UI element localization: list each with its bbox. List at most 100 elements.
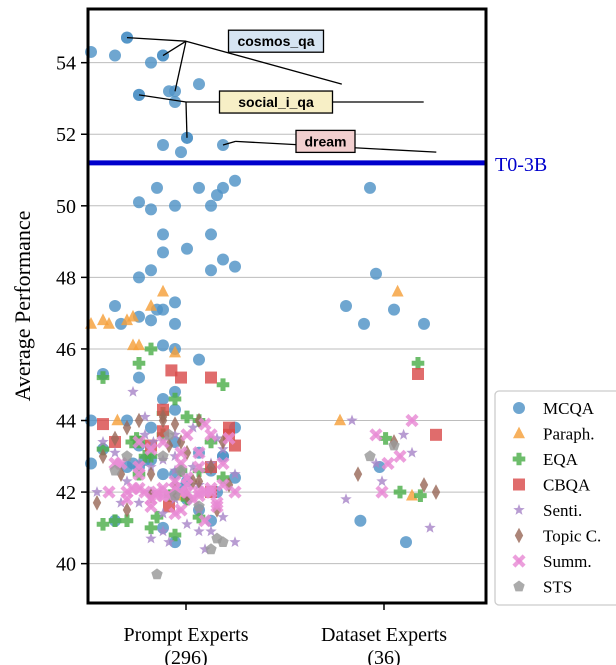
point-summ [174,456,188,471]
point-senti [133,496,145,508]
point-senti [340,493,352,505]
point-summ [204,485,218,499]
point-eqa [379,432,392,445]
point-eqa [144,342,158,356]
point-cbqa [223,421,235,434]
point-summ [144,442,158,456]
point-summ [192,485,206,499]
x-tick-count: (296) [164,647,207,665]
point-mcqa [145,56,157,69]
legend-marker-eqa [512,452,526,466]
point-eqa [168,528,182,542]
point-mcqa [193,78,205,91]
point-mcqa [157,246,169,259]
annotation-box [227,29,325,53]
annotation-label: cosmos_qa [237,33,314,49]
legend-label-senti: Senti. [543,501,582,520]
point-senti [127,385,139,397]
point-senti [169,450,181,462]
point-summ [174,446,188,460]
point-mcqa [157,468,169,481]
x-tick-label: Dataset Experts [321,624,447,646]
point-mcqa [157,393,169,406]
point-senti [346,414,358,426]
x-tick-count: (36) [367,647,400,665]
point-eqa [96,371,110,384]
point-summ [375,485,389,499]
point-eqa [144,521,158,535]
point-sts [121,450,133,462]
point-eqa [120,514,134,527]
legend-label-eqa: EQA [543,450,579,469]
point-summ [198,514,212,528]
point-mcqa [109,49,121,62]
point-summ [192,460,206,474]
point-senti [91,486,103,497]
data-points [85,31,442,580]
point-senti [109,446,121,458]
annotation-leader [138,94,187,103]
point-senti [133,457,145,469]
point-mcqa [169,403,181,416]
point-senti [199,543,211,555]
legend-label-topic-c: Topic C. [543,527,601,546]
point-summ [108,456,122,471]
point-mcqa [400,536,412,549]
point-summ [210,496,224,510]
legend-marker-topic-c [514,527,524,544]
point-senti [205,525,217,537]
legend-label-paraph: Paraph. [543,425,594,444]
point-paraph [111,413,124,426]
point-cbqa [163,500,175,513]
point-senti [169,464,181,476]
point-sts [175,464,187,476]
point-summ [381,456,395,471]
legend-marker-summ [512,554,526,568]
point-mcqa [145,421,157,434]
point-mcqa [388,303,400,316]
point-paraph [334,413,346,426]
legend-label-cbqa: CBQA [543,476,591,495]
y-tick-label: 48 [56,267,76,289]
point-senti [187,421,199,433]
point-summ [222,431,236,445]
point-sts [205,543,217,555]
point-cbqa [430,428,442,441]
point-sts [388,439,400,451]
point-summ [132,435,146,449]
y-axis-label: Average Performance [10,211,35,402]
point-mcqa [193,181,205,194]
point-mcqa [145,264,157,277]
point-mcqa [229,174,241,187]
point-summ [192,446,206,460]
point-mcqa [193,353,205,366]
annotation-box [218,90,334,114]
legend-marker-mcqa [513,402,525,414]
point-summ [180,478,194,492]
point-mcqa [370,267,382,280]
legend-marker-sts [513,580,525,592]
point-senti [97,436,109,447]
point-sts [151,568,163,580]
point-topic-c [134,412,144,429]
point-mcqa [169,296,181,309]
point-mcqa [145,203,157,216]
reference-line: T0-3B [88,154,547,176]
point-sts [211,532,223,544]
y-axis: 40 42 44 46 48 50 52 54 [56,53,88,576]
annotation-leader [222,140,236,146]
legend-marker-paraph [513,426,525,439]
y-tick-label: 52 [56,124,76,146]
point-mcqa [181,242,193,255]
point-eqa [96,517,110,531]
point-topic-c [224,477,234,493]
point-mcqa [157,138,169,151]
point-sts [169,489,181,501]
y-tick-label: 40 [56,554,76,576]
point-summ [168,506,182,521]
point-sts [109,464,121,476]
point-senti [397,428,410,440]
annotation-label: dream [304,133,346,149]
point-senti [376,475,388,487]
